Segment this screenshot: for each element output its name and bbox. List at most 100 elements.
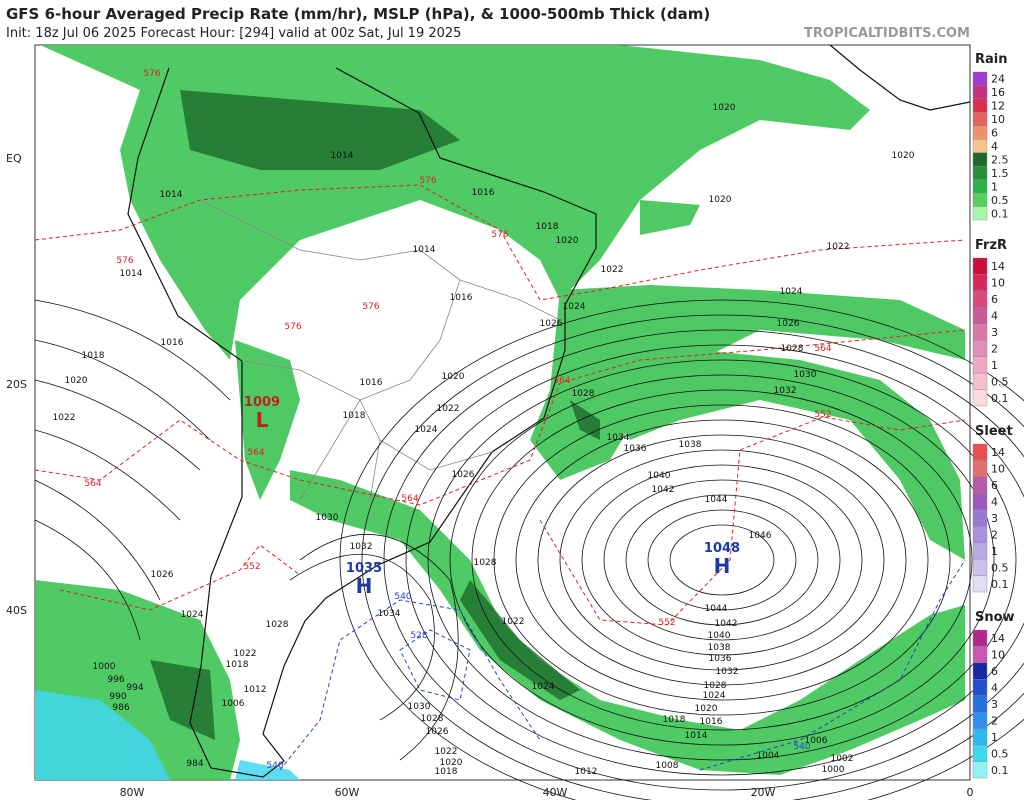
isobar-label: 1000: [822, 765, 845, 775]
map-labels: 80W 60W 40W 20W 0EQ20S40S1048H1035H1009L1020…: [6, 69, 974, 799]
legend-swatch: [972, 509, 988, 527]
legend-label: 0.5: [991, 561, 1009, 574]
lon-label: 80W: [120, 786, 145, 799]
isobar-label: 1012: [575, 767, 598, 777]
legend-swatch: [972, 460, 988, 478]
isobar: [34, 519, 141, 641]
isobar-label: 994: [126, 683, 143, 693]
legend-label: 0.1: [991, 578, 1009, 591]
legend-label: 1: [991, 180, 998, 193]
title: GFS 6-hour Averaged Precip Rate (mm/hr),…: [6, 5, 710, 23]
legend-swatch: [972, 679, 988, 696]
legend-swatch: [972, 526, 988, 543]
legend-swatch: [972, 695, 988, 713]
legend-label: 2.5: [991, 153, 1009, 166]
legend-swatch: [972, 340, 988, 357]
isobar: [559, 449, 885, 671]
legend-swatch: [972, 493, 988, 510]
legend: Rain24161210642.51.510.50.1FrzR141064321…: [972, 52, 1015, 779]
legend-label: 0.5: [991, 375, 1009, 388]
pressure-center-value: 1009: [244, 395, 280, 410]
isobar-label: 1014: [160, 190, 183, 200]
isobar-label: 1028: [781, 344, 804, 354]
legend-swatch: [972, 575, 988, 593]
pressure-center-value: 1048: [704, 541, 740, 556]
legend-label: 3: [991, 698, 998, 711]
thickness-label: 564: [84, 479, 101, 489]
thickness-label: 576: [362, 302, 379, 312]
legend-label: 10: [991, 649, 1005, 662]
legend-swatch: [972, 290, 988, 308]
isobar-label: 1044: [705, 495, 728, 505]
legend-label: 3: [991, 512, 998, 525]
legend-label: 24: [991, 73, 1005, 86]
legend-swatch: [972, 372, 988, 390]
legend-label: 4: [991, 496, 998, 509]
pressure-center-value: 1035: [346, 561, 382, 576]
isobar-label: 1016: [360, 378, 383, 388]
isobar-label: 1044: [705, 604, 728, 614]
isobar-label: 984: [186, 759, 203, 769]
legend-swatch: [972, 85, 988, 100]
isobar-label: 1022: [234, 649, 257, 659]
thickness-label: 552: [658, 618, 675, 628]
isobar-label: 1020: [65, 376, 88, 386]
thickness-label: 576: [143, 69, 160, 79]
legend-swatch: [972, 179, 988, 194]
isobar-label: 1024: [563, 302, 586, 312]
isobar-label: 1022: [435, 747, 458, 757]
legend-swatch: [972, 192, 988, 207]
isobar-label: 1018: [82, 351, 105, 361]
isobar-label: 986: [112, 703, 129, 713]
thickness-label: 564: [814, 344, 831, 354]
isobar-label: 1020: [695, 704, 718, 714]
legend-swatch: [972, 761, 988, 779]
legend-swatch: [972, 323, 988, 341]
legend-label: 10: [991, 277, 1005, 290]
thickness-label: 576: [284, 322, 301, 332]
isobar-label: 1018: [435, 767, 458, 777]
isobar: [299, 533, 459, 761]
map: [34, 44, 1024, 800]
isobar: [339, 299, 1024, 800]
isobar: [34, 429, 181, 521]
lon-label: 40W: [543, 786, 568, 799]
legend-label: 12: [991, 100, 1005, 113]
isobar: [34, 379, 201, 471]
coastline-south-america: [127, 67, 597, 778]
isobar: [603, 479, 841, 641]
isobar: [34, 339, 211, 441]
isobar-label: 1026: [151, 570, 174, 580]
isobar-label: 1000: [93, 662, 116, 672]
legend-swatch: [972, 744, 988, 762]
isobar-label: 1016: [472, 188, 495, 198]
isobar: [361, 314, 1024, 800]
isobar-label: 1008: [656, 761, 679, 771]
isobar-label: 1034: [607, 433, 630, 443]
legend-swatch: [972, 542, 988, 560]
isobar-label: 1036: [709, 654, 732, 664]
isobar-label: 1018: [536, 222, 559, 232]
isobar-label: 1014: [120, 269, 143, 279]
legend-label: 1: [991, 731, 998, 744]
isobar: [449, 374, 995, 746]
legend-label: 16: [991, 86, 1005, 99]
thickness-label: 540: [793, 742, 810, 752]
coastline-africa: [829, 44, 971, 111]
isobar-label: 1018: [343, 411, 366, 421]
legend-label: 6: [991, 479, 998, 492]
isobar-label: 1020: [892, 151, 915, 161]
isobar: [289, 553, 435, 721]
legend-title: Snow: [975, 610, 1015, 625]
legend-label: 2: [991, 342, 998, 355]
thickness-label: 576: [491, 230, 508, 240]
pressure-center-letter: H: [356, 574, 373, 598]
isobar: [427, 359, 1017, 761]
legend-title: Sleet: [975, 424, 1013, 439]
watermark: TROPICALTIDBITS.COM: [804, 26, 970, 41]
lat-label: 20S: [6, 378, 27, 391]
legend-label: 10: [991, 463, 1005, 476]
isobar-label: 1014: [331, 151, 354, 161]
thickness-label: 540: [266, 761, 283, 771]
